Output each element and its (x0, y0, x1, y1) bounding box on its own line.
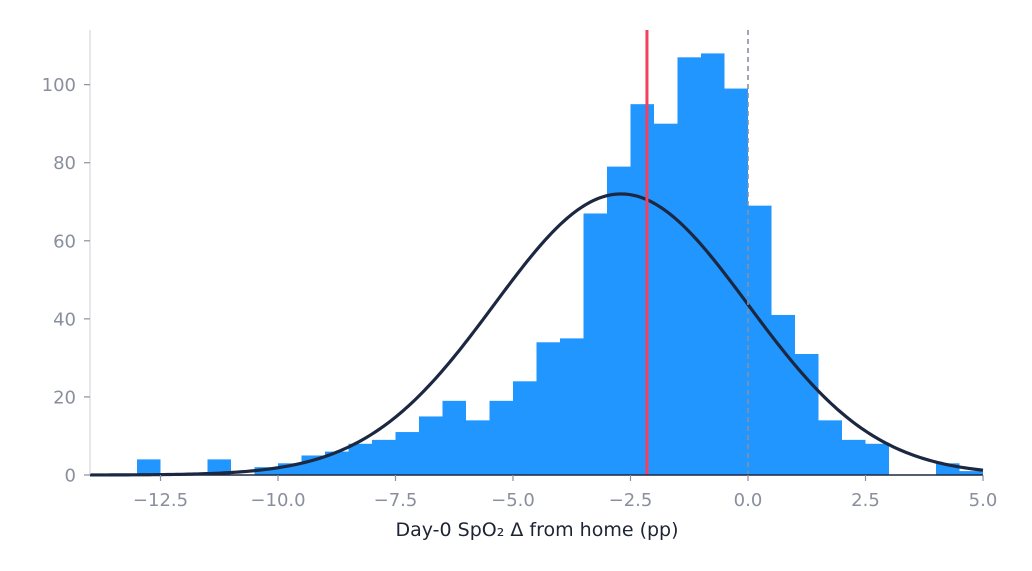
histogram-bar (583, 213, 607, 475)
histogram-bar (936, 463, 960, 475)
y-tick-label: 100 (42, 75, 76, 96)
normal-fit-layer (89, 192, 984, 477)
histogram-bar (959, 471, 983, 475)
histogram-bar (748, 205, 772, 475)
x-tick-label: −5.0 (491, 490, 535, 511)
histogram-bar (865, 443, 889, 475)
x-tick-label: −12.5 (133, 490, 188, 511)
normal-fit-curve (89, 192, 984, 477)
histogram-bar (372, 439, 396, 475)
y-tick-label: 0 (65, 466, 76, 487)
axes: −12.5 −10.0 −7.5 −5.0 −2.5 0.0 2.5 5.0 0 20 40 60 80… (42, 30, 998, 511)
histogram-bar (701, 53, 725, 475)
x-tick-label: 0.0 (734, 490, 763, 511)
x-axis-label: Day-0 SpO₂ Δ from home (pp) (395, 519, 678, 541)
histogram-bar (207, 459, 231, 475)
histogram-bar (818, 420, 842, 475)
y-tick-label: 60 (53, 231, 76, 252)
x-tick-label: −10.0 (250, 490, 305, 511)
histogram-bar (278, 463, 302, 475)
y-tick-label: 20 (53, 387, 76, 408)
x-tick-label: 2.5 (851, 490, 880, 511)
histogram-bar (536, 342, 560, 475)
histogram-bar (254, 467, 278, 475)
histogram-bar (630, 104, 654, 476)
histogram-bar (560, 338, 584, 475)
histogram-bar (677, 57, 701, 476)
histogram-bar (419, 416, 443, 475)
histogram-bar (325, 451, 349, 475)
histogram-bar (795, 353, 819, 475)
x-tick-label: −2.5 (609, 490, 653, 511)
reference-lines (645, 30, 749, 475)
histogram-bar (513, 381, 537, 475)
y-tick-label: 80 (53, 153, 76, 174)
histogram-bar (348, 443, 372, 475)
histogram-bar (395, 432, 419, 475)
histogram-bar (489, 400, 513, 475)
histogram-bar (607, 166, 631, 475)
histogram-bar (724, 88, 748, 475)
histogram-bar (466, 420, 490, 475)
y-tick-label: 40 (53, 309, 76, 330)
x-tick-label: −7.5 (374, 490, 418, 511)
histogram-bar (137, 459, 161, 475)
histogram-bar (771, 314, 795, 475)
histogram-bars (137, 53, 983, 476)
x-tick-label: 5.0 (969, 490, 998, 511)
histogram-bar (654, 123, 678, 476)
histogram-bar (842, 439, 866, 475)
histogram-bar (442, 400, 466, 475)
